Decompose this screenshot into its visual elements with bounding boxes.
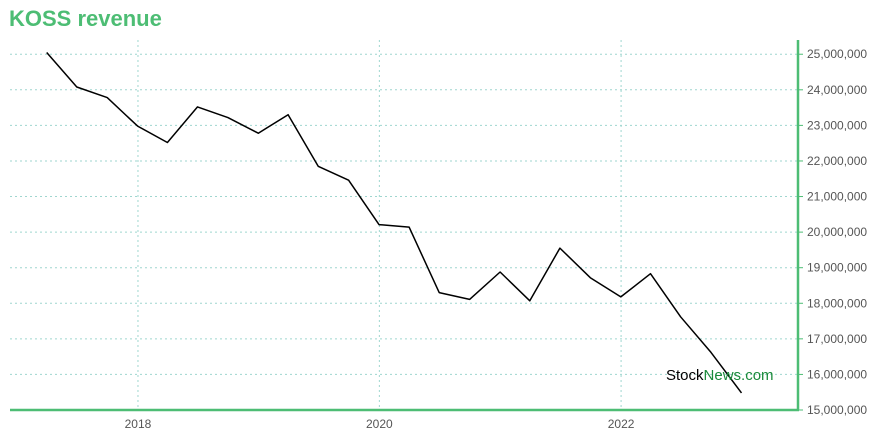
revenue-line — [46, 52, 743, 394]
y-tick-label: 19,000,000 — [807, 261, 867, 275]
x-tick-label: 2022 — [608, 417, 635, 431]
svg-text:StockNews.com: StockNews.com — [666, 367, 774, 384]
y-tick-label: 17,000,000 — [807, 332, 867, 346]
watermark-com: .com — [741, 367, 774, 384]
y-tick-label: 24,000,000 — [807, 83, 867, 97]
watermark-news: News — [704, 367, 742, 384]
y-tick-label: 20,000,000 — [807, 225, 867, 239]
y-tick-label: 23,000,000 — [807, 118, 867, 132]
watermark: StockNews.com — [666, 367, 774, 384]
chart-title: KOSS revenue — [9, 6, 162, 31]
y-tick-label: 25,000,000 — [807, 47, 867, 61]
axes — [10, 40, 803, 412]
grid-lines — [10, 40, 798, 410]
y-tick-label: 22,000,000 — [807, 154, 867, 168]
y-tick-label: 21,000,000 — [807, 190, 867, 204]
watermark-stock: Stock — [666, 367, 704, 384]
y-tick-label: 15,000,000 — [807, 403, 867, 417]
tick-labels: 15,000,000 16,000,000 17,000,000 18,000,000… — [125, 47, 868, 431]
y-tick-label: 16,000,000 — [807, 367, 867, 381]
series-group — [46, 52, 743, 394]
x-tick-label: 2020 — [366, 417, 393, 431]
x-tick-label: 2018 — [125, 417, 152, 431]
y-tick-label: 18,000,000 — [807, 296, 867, 310]
